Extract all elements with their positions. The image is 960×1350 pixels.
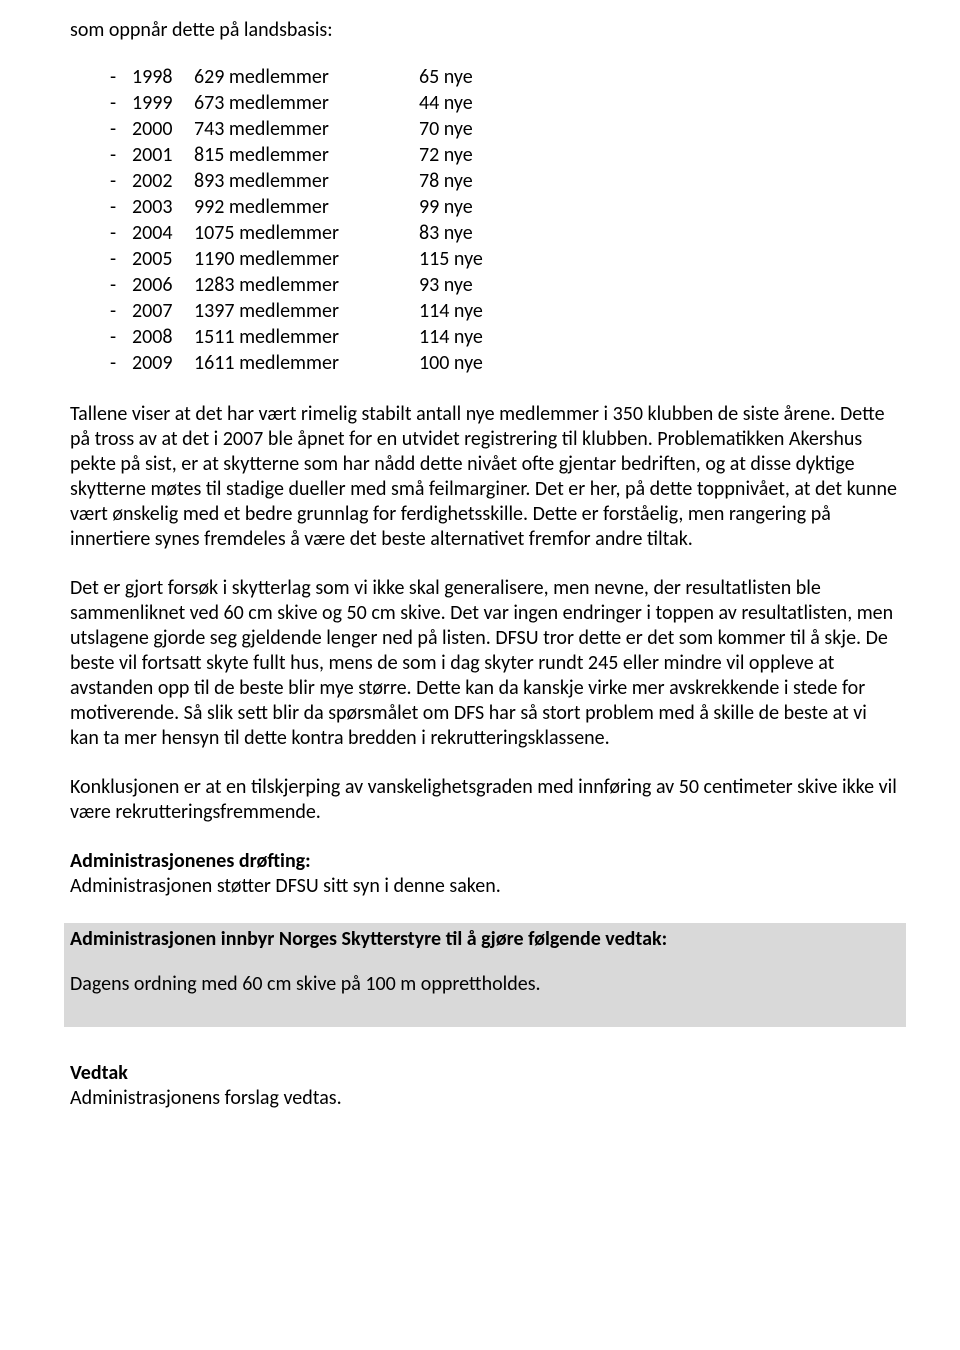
year-cell: 2002 bbox=[132, 169, 194, 194]
box-heading: Administrasjonen innbyr Norges Skytterst… bbox=[70, 927, 900, 952]
dash-icon: - bbox=[110, 195, 132, 220]
dash-icon: - bbox=[110, 299, 132, 324]
table-row: -1999673 medlemmer44 nye bbox=[110, 91, 900, 116]
new-cell: 114 nye bbox=[419, 325, 483, 350]
members-cell: 743 medlemmer bbox=[194, 117, 419, 142]
vedtak-section: Vedtak Administrasjonens forslag vedtas. bbox=[70, 1061, 900, 1111]
members-cell: 992 medlemmer bbox=[194, 195, 419, 220]
new-cell: 70 nye bbox=[419, 117, 473, 142]
dash-icon: - bbox=[110, 91, 132, 116]
dash-icon: - bbox=[110, 143, 132, 168]
dash-icon: - bbox=[110, 117, 132, 142]
dash-icon: - bbox=[110, 351, 132, 376]
table-row: -20061283 medlemmer93 nye bbox=[110, 273, 900, 298]
paragraph-1: Tallene viser at det har vært rimelig st… bbox=[70, 402, 900, 552]
intro-text: som oppnår dette på landsbasis: bbox=[70, 18, 900, 43]
new-cell: 65 nye bbox=[419, 65, 473, 90]
year-cell: 2007 bbox=[132, 299, 194, 324]
admin-heading: Administrasjonenes drøfting: bbox=[70, 849, 900, 874]
members-cell: 1511 medlemmer bbox=[194, 325, 419, 350]
table-row: -2001815 medlemmer72 nye bbox=[110, 143, 900, 168]
table-row: -20081511 medlemmer114 nye bbox=[110, 325, 900, 350]
new-cell: 115 nye bbox=[419, 247, 483, 272]
vedtak-text: Administrasjonens forslag vedtas. bbox=[70, 1086, 900, 1111]
year-cell: 1998 bbox=[132, 65, 194, 90]
members-cell: 1611 medlemmer bbox=[194, 351, 419, 376]
paragraph-3: Konklusjonen er at en tilskjerping av va… bbox=[70, 775, 900, 825]
new-cell: 78 nye bbox=[419, 169, 473, 194]
table-row: -20091611 medlemmer100 nye bbox=[110, 351, 900, 376]
year-cell: 2006 bbox=[132, 273, 194, 298]
new-cell: 114 nye bbox=[419, 299, 483, 324]
decision-box: Administrasjonen innbyr Norges Skytterst… bbox=[64, 923, 906, 1027]
table-row: -20041075 medlemmer83 nye bbox=[110, 221, 900, 246]
new-cell: 72 nye bbox=[419, 143, 473, 168]
year-cell: 2003 bbox=[132, 195, 194, 220]
vedtak-heading: Vedtak bbox=[70, 1061, 900, 1086]
year-cell: 2005 bbox=[132, 247, 194, 272]
dash-icon: - bbox=[110, 221, 132, 246]
members-cell: 1283 medlemmer bbox=[194, 273, 419, 298]
dash-icon: - bbox=[110, 247, 132, 272]
members-cell: 1190 medlemmer bbox=[194, 247, 419, 272]
members-cell: 815 medlemmer bbox=[194, 143, 419, 168]
dash-icon: - bbox=[110, 325, 132, 350]
table-row: -20051190 medlemmer115 nye bbox=[110, 247, 900, 272]
dash-icon: - bbox=[110, 169, 132, 194]
box-text: Dagens ordning med 60 cm skive på 100 m … bbox=[70, 972, 900, 997]
table-row: -2003992 medlemmer99 nye bbox=[110, 195, 900, 220]
new-cell: 44 nye bbox=[419, 91, 473, 116]
new-cell: 100 nye bbox=[419, 351, 483, 376]
table-row: -2002893 medlemmer78 nye bbox=[110, 169, 900, 194]
paragraph-2: Det er gjort forsøk i skytterlag som vi … bbox=[70, 576, 900, 751]
year-cell: 1999 bbox=[132, 91, 194, 116]
year-cell: 2001 bbox=[132, 143, 194, 168]
admin-text: Administrasjonen støtter DFSU sitt syn i… bbox=[70, 874, 900, 899]
members-cell: 629 medlemmer bbox=[194, 65, 419, 90]
year-cell: 2008 bbox=[132, 325, 194, 350]
table-row: -20071397 medlemmer114 nye bbox=[110, 299, 900, 324]
members-cell: 893 medlemmer bbox=[194, 169, 419, 194]
year-cell: 2000 bbox=[132, 117, 194, 142]
members-cell: 673 medlemmer bbox=[194, 91, 419, 116]
new-cell: 83 nye bbox=[419, 221, 473, 246]
year-cell: 2004 bbox=[132, 221, 194, 246]
members-cell: 1397 medlemmer bbox=[194, 299, 419, 324]
dash-icon: - bbox=[110, 65, 132, 90]
new-cell: 93 nye bbox=[419, 273, 473, 298]
member-table: -1998629 medlemmer65 nye-1999673 medlemm… bbox=[110, 65, 900, 376]
new-cell: 99 nye bbox=[419, 195, 473, 220]
table-row: -1998629 medlemmer65 nye bbox=[110, 65, 900, 90]
admin-section: Administrasjonenes drøfting: Administras… bbox=[70, 849, 900, 899]
table-row: -2000743 medlemmer70 nye bbox=[110, 117, 900, 142]
members-cell: 1075 medlemmer bbox=[194, 221, 419, 246]
year-cell: 2009 bbox=[132, 351, 194, 376]
dash-icon: - bbox=[110, 273, 132, 298]
